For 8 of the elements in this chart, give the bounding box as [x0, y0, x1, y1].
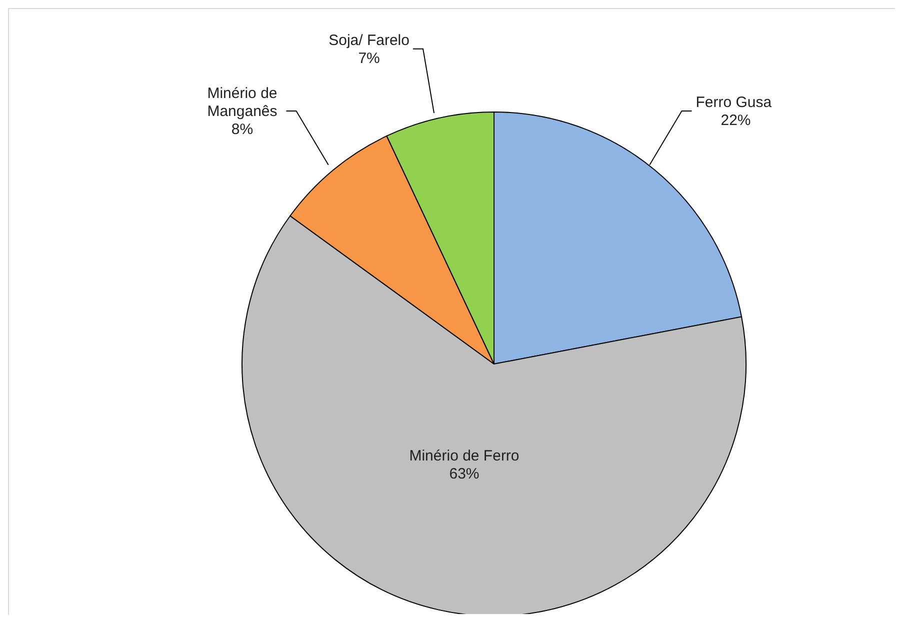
- data-label: 63%: [449, 466, 480, 483]
- slice-label: Soja/ Farelo: [328, 32, 410, 49]
- data-label: 7%: [358, 50, 380, 67]
- slice-label: Minério de Manganês: [207, 84, 278, 120]
- data-label: 8%: [231, 120, 254, 138]
- slice-label: Ferro Gusa: [696, 94, 772, 111]
- slice-label: Minério de Ferro: [409, 448, 520, 465]
- data-label: 22%: [720, 112, 751, 129]
